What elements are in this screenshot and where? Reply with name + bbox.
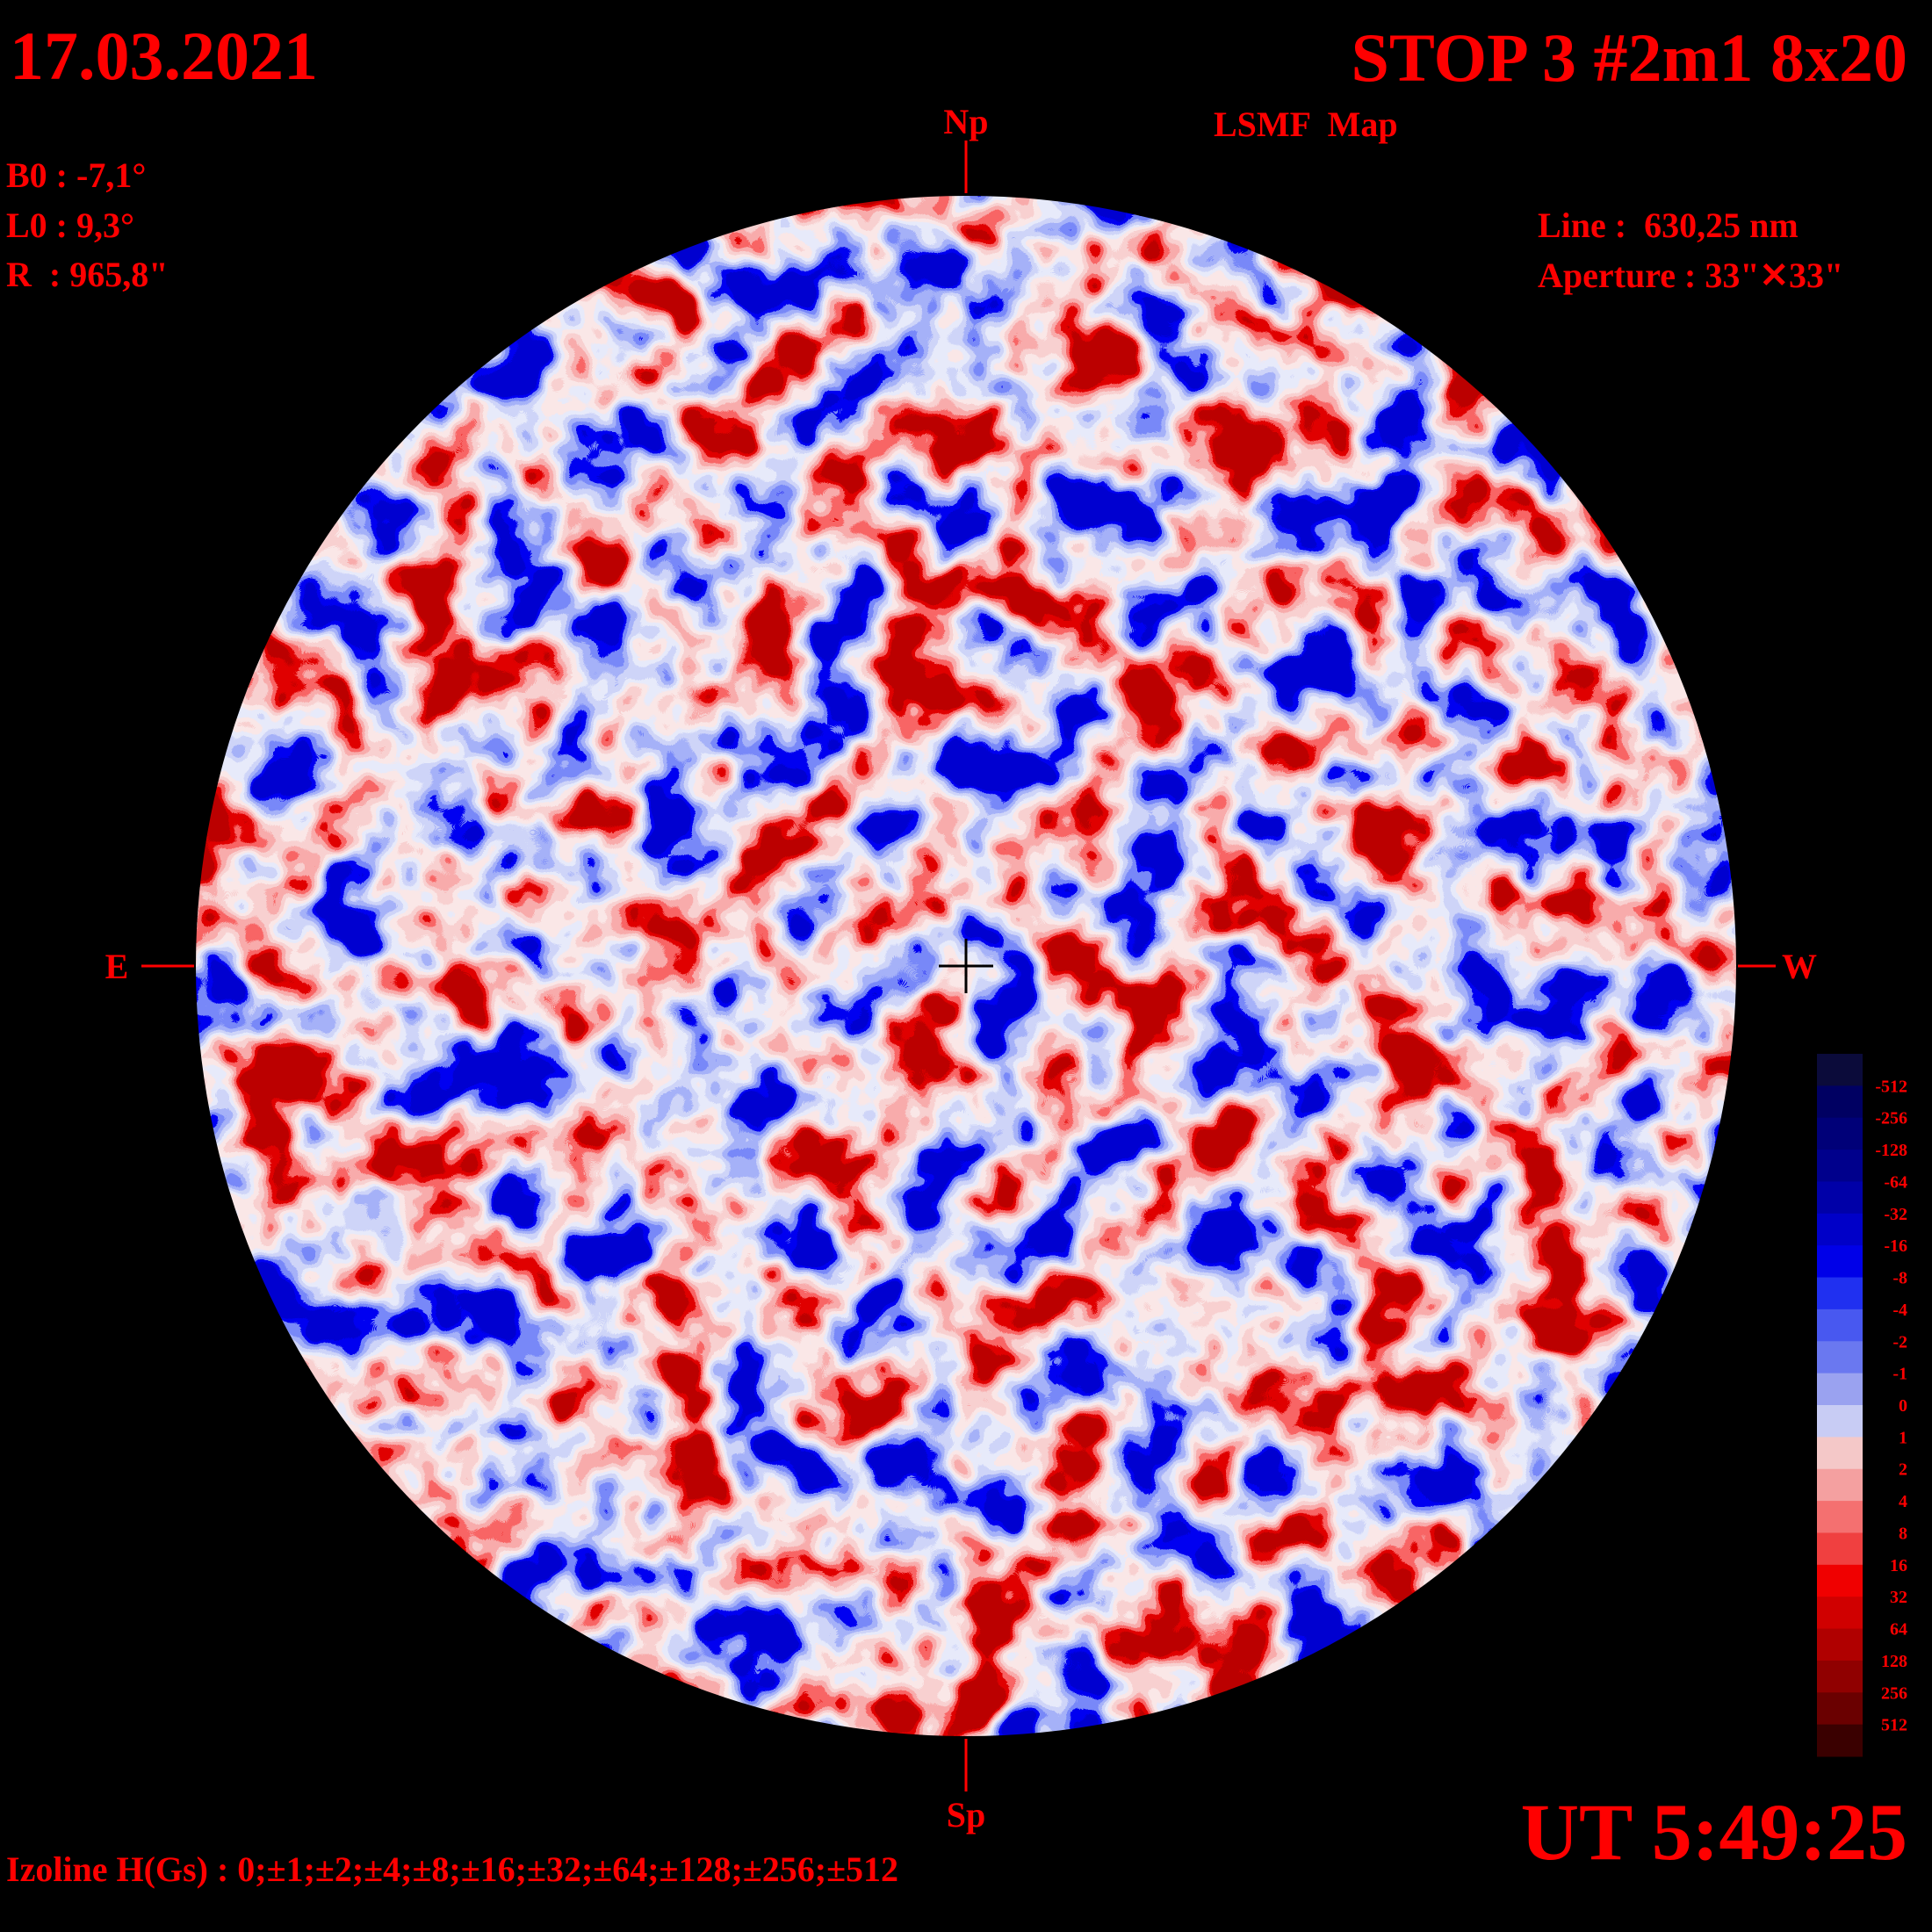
colorbar-label: -128 — [1875, 1141, 1907, 1160]
east-label: E — [105, 947, 129, 986]
colorbar-label: 1 — [1899, 1428, 1907, 1447]
colorbar-label: -1 — [1892, 1365, 1907, 1384]
colorbar-label: 8 — [1899, 1524, 1907, 1543]
colorbar-label: 4 — [1899, 1492, 1907, 1511]
colorbar-band — [1817, 1660, 1863, 1693]
colorbar-label: -32 — [1884, 1205, 1907, 1224]
b0: B0 : -7,1° — [6, 155, 146, 195]
colorbar-band — [1817, 1597, 1863, 1630]
date: 17.03.2021 — [10, 18, 318, 94]
colorbar-band — [1817, 1245, 1863, 1279]
colorbar-band — [1817, 1405, 1863, 1438]
colorbar-label: -8 — [1892, 1269, 1907, 1288]
colorbar-band — [1817, 1532, 1863, 1566]
title: STOP 3 #2m1 8x20 — [1352, 19, 1907, 96]
colorbar-label: -256 — [1875, 1109, 1907, 1128]
colorbar-band — [1817, 1085, 1863, 1119]
colorbar-band — [1817, 1308, 1863, 1342]
colorbar-label: -4 — [1892, 1301, 1907, 1320]
time: UT 5:49:25 — [1521, 1787, 1907, 1877]
colorbar-label: 512 — [1881, 1716, 1907, 1735]
radius: R : 965,8" — [6, 255, 168, 294]
colorbar-band — [1817, 1341, 1863, 1374]
colorbar-label: 16 — [1890, 1556, 1907, 1575]
north-label: Np — [943, 102, 988, 141]
colorbar-label: 256 — [1881, 1683, 1907, 1703]
colorbar-band — [1817, 1564, 1863, 1597]
colorbar-label: -16 — [1884, 1236, 1907, 1256]
izoline: Izoline H(Gs) : 0;±1;±2;±4;±8;±16;±32;±6… — [6, 1849, 898, 1889]
colorbar-band — [1817, 1628, 1863, 1662]
colorbar-band — [1817, 1692, 1863, 1726]
west-label: W — [1782, 947, 1817, 986]
colorbar-label: -64 — [1884, 1172, 1907, 1192]
l0: L0 : 9,3° — [6, 205, 134, 245]
colorbar-band — [1817, 1501, 1863, 1533]
colorbar-band — [1817, 1437, 1863, 1470]
line: Line : 630,25 nm — [1538, 205, 1799, 245]
colorbar-label: 128 — [1881, 1652, 1907, 1671]
colorbar-band — [1817, 1468, 1863, 1502]
colorbar-label: -512 — [1875, 1077, 1907, 1096]
colorbar-band — [1817, 1213, 1863, 1246]
colorbar-band — [1817, 1277, 1863, 1310]
south-label: Sp — [947, 1795, 986, 1835]
colorbar-label: 32 — [1890, 1588, 1907, 1607]
colorbar-label: -2 — [1892, 1332, 1907, 1352]
colorbar-band — [1817, 1054, 1863, 1086]
colorbar-band — [1817, 1150, 1863, 1182]
colorbar-band — [1817, 1373, 1863, 1406]
colorbar-label: 2 — [1899, 1460, 1907, 1480]
colorbar-band — [1817, 1724, 1863, 1757]
colorbar-label: 64 — [1890, 1620, 1907, 1640]
colorbar-label: 0 — [1899, 1396, 1907, 1416]
colorbar-band — [1817, 1117, 1863, 1150]
subtitle: LSMF Map — [1214, 105, 1398, 144]
colorbar-band — [1817, 1181, 1863, 1215]
aperture: Aperture : 33"✕33" — [1538, 256, 1843, 295]
